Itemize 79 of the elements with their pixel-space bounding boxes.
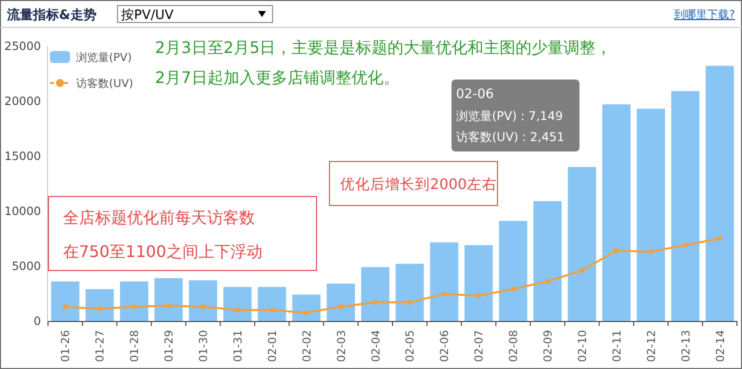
point (717, 236, 722, 241)
bar (464, 245, 493, 321)
x-tick-label: 01-27 (94, 330, 107, 362)
bar (636, 108, 665, 321)
point (407, 300, 412, 305)
point (338, 304, 344, 310)
bar (86, 289, 114, 321)
annotation: 访客数(UV) : 2,451 (456, 130, 564, 144)
bar (396, 264, 424, 321)
y-tick-label: 10000 (4, 204, 41, 218)
point (269, 308, 274, 312)
annotation: 全店标题优化前每天访客数 (63, 208, 255, 227)
point (442, 292, 447, 297)
x-tick-label: 02-06 (438, 330, 452, 362)
x-tick-label: 02-05 (404, 330, 417, 362)
annotation: 2月7日起加入更多店铺调整优化。 (155, 68, 400, 87)
chart-title: 流量指标&走势 (6, 7, 96, 23)
point (200, 304, 206, 310)
point (372, 300, 378, 305)
x-tick-label: 02-02 (300, 330, 314, 362)
x-tick-label: 02-10 (576, 330, 589, 362)
text: 到哪里下载? (674, 8, 736, 21)
x-tick-label: 01-28 (128, 330, 142, 362)
point (132, 304, 137, 310)
bar (188, 280, 218, 321)
bar (154, 278, 183, 321)
x-tick-label: 01-31 (231, 330, 244, 362)
point (62, 304, 68, 310)
annotation: 02-06 (456, 87, 494, 102)
x-tick-label: 02-07 (472, 330, 486, 362)
x-tick-label: 02-13 (679, 330, 692, 362)
bar (533, 201, 562, 321)
point (304, 310, 309, 316)
annotation: 2月3日至2月5日，主要是是标题的大量优化和主图的少量调整， (155, 38, 612, 57)
y-tick-label: 15000 (4, 149, 41, 163)
bar (258, 286, 286, 321)
x-tick-label: 01-29 (162, 330, 176, 362)
x-tick-label: 02-08 (507, 330, 520, 362)
point (234, 308, 240, 312)
bar (326, 284, 355, 321)
bar (671, 91, 700, 321)
y-tick-label: 25000 (4, 39, 41, 53)
bar (568, 167, 596, 321)
bar (430, 242, 458, 321)
bar (120, 281, 148, 321)
x-tick-label: 02-12 (644, 330, 658, 362)
x-tick-label: 02-11 (610, 330, 624, 362)
annotation: 浏览量(PV) : 7,149 (456, 109, 563, 123)
x-tick-label: 02-09 (542, 330, 555, 362)
bar (223, 286, 252, 321)
point (614, 248, 619, 254)
bar (498, 220, 528, 321)
x-tick-label: 02-01 (266, 330, 279, 362)
x-tick-label: 01-30 (197, 330, 210, 362)
point (648, 249, 654, 254)
point (510, 286, 516, 292)
y-tick-label: 20000 (4, 94, 41, 108)
point (682, 242, 688, 248)
bar (602, 104, 631, 321)
chart-subtitle: 按PV/UV (121, 8, 174, 23)
annotation: 在750至1100之间上下浮动 (63, 242, 262, 261)
bar (292, 294, 320, 321)
x-tick-label: 02-04 (369, 330, 382, 362)
x-tick-label: 02-14 (714, 330, 727, 362)
point (545, 278, 550, 284)
x-tick-label: 01-26 (59, 330, 72, 362)
bar (361, 267, 390, 321)
point (166, 303, 172, 308)
point (97, 306, 102, 312)
bar (706, 66, 734, 321)
point (579, 268, 584, 273)
y-tick-label: 5000 (12, 259, 41, 273)
legend-label: 浏览量(PV) (76, 51, 132, 64)
annotation: 优化后增长到2000左右 (340, 176, 497, 193)
y-tick-label: 0 (34, 314, 41, 328)
legend-label: 访客数(UV) (76, 77, 134, 90)
x-tick-label: 02-03 (334, 330, 348, 362)
point (476, 293, 482, 298)
bar (51, 281, 80, 321)
